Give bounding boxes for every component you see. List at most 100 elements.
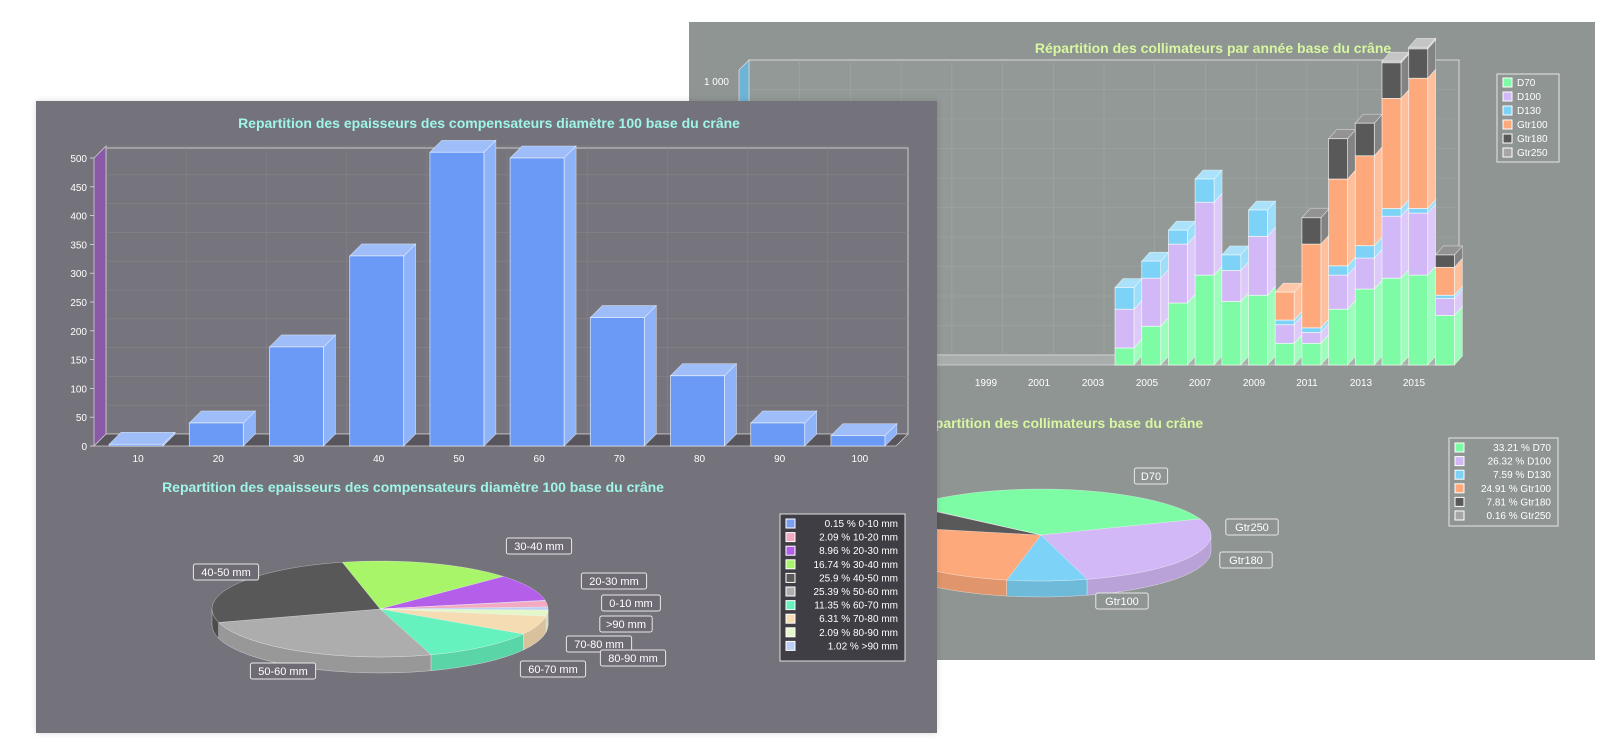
- pie-label-5-box: [565, 635, 633, 653]
- bar-60: [509, 157, 565, 447]
- bar-40-side: [403, 243, 417, 447]
- bar-100-top: [830, 423, 898, 436]
- bar-90: [750, 422, 806, 447]
- pie-label-1: Gtr250: [1235, 522, 1269, 534]
- y-tick-label: 350: [70, 240, 87, 251]
- pie-legend-swatch: [785, 600, 796, 611]
- bar-D100-2004: [1114, 308, 1135, 349]
- bar-10: [108, 443, 164, 447]
- bar-Gtr250-2014: [1381, 60, 1402, 64]
- bar-70-side: [643, 304, 657, 447]
- pie-label-6: 80-90 mm: [608, 653, 658, 665]
- pie-legend: 0.15 % 0-10 mm 2.09 % 10-20 mm 8.96 % 20-3…: [779, 513, 906, 662]
- y-tick-label: 100: [70, 384, 87, 395]
- pie-label-0: D70: [1141, 471, 1161, 483]
- bar-30: [269, 346, 324, 447]
- x-tick-label: 2011: [1296, 378, 1318, 389]
- bar-10-top: [108, 431, 176, 445]
- bar-D130-2013: [1354, 245, 1375, 259]
- x-tick-label: 2007: [1189, 378, 1212, 389]
- bar-D130-2015: [1408, 208, 1429, 214]
- pie-label-7: 60-70 mm: [528, 664, 578, 676]
- legend-swatch-D70: [1502, 77, 1513, 88]
- pie-label-6-box: [599, 649, 667, 667]
- pie-legend-swatch: [785, 627, 796, 638]
- bar-D130-2006: [1167, 229, 1188, 245]
- pie-legend-swatch: [785, 559, 796, 570]
- bar-Gtr100-2014: [1381, 98, 1402, 209]
- pie-legend-swatch: [1454, 483, 1465, 494]
- x-tick-label: 30: [293, 454, 305, 465]
- bar-D70-2007: [1194, 274, 1215, 366]
- bar-D70-2007-side: [1213, 265, 1223, 366]
- compensator-pie-slice-8: [218, 608, 432, 658]
- pie-legend-label: 26.32 % D100: [1488, 457, 1552, 468]
- bar-D70-2014: [1381, 277, 1402, 366]
- legend-swatch-D100: [1502, 91, 1513, 102]
- x-tick-label: 100: [852, 454, 869, 465]
- legend-swatch-Gtr100: [1502, 119, 1513, 130]
- bar-20: [188, 422, 244, 447]
- bar-D70-2012: [1328, 308, 1348, 366]
- bar-D70-2011: [1301, 342, 1322, 366]
- pie-legend-label: 1.02 % >90 mm: [828, 641, 898, 652]
- x-tick-label: 2009: [1243, 378, 1266, 389]
- bar-D70-2004: [1114, 347, 1135, 366]
- x-tick-label: 40: [373, 454, 385, 465]
- bar-D100-2016: [1435, 297, 1455, 316]
- pie-legend-swatch: [785, 613, 796, 624]
- y-tick-label: 1 000: [704, 77, 729, 88]
- bar-30-top: [268, 334, 337, 348]
- bar-D70-2006: [1167, 302, 1188, 366]
- legend-swatch-D130: [1502, 105, 1513, 116]
- bar-Gtr100-2011: [1301, 243, 1322, 329]
- y-tick-label: 400: [70, 212, 87, 223]
- bar-D70-2016: [1435, 314, 1455, 366]
- pie-legend-swatch: [785, 532, 796, 543]
- pie-legend-label: 11.35 % 60-70 mm: [814, 601, 898, 612]
- bar-chart-title: Répartition des collimateurs par année b…: [1035, 40, 1392, 56]
- x-tick-label: 70: [614, 454, 626, 465]
- bar-D70-2008-side: [1240, 291, 1250, 366]
- bar-40-top: [348, 243, 417, 257]
- pie-legend-swatch: [785, 545, 796, 556]
- y-tick-label: 300: [70, 269, 87, 280]
- bar-80-side: [724, 363, 737, 447]
- legend-label: Gtr100: [1517, 120, 1548, 131]
- y-tick-label: 450: [70, 183, 87, 194]
- bar-D100-2005-side: [1160, 268, 1170, 328]
- pie-label-2-box: [580, 572, 648, 590]
- pie-legend-label: 25.39 % 50-60 mm: [814, 587, 899, 598]
- bar-D100-2010: [1274, 324, 1295, 344]
- bar-Gtr100-2015: [1408, 77, 1429, 209]
- pie-label-2-box: [1219, 551, 1273, 569]
- bar-Gtr250-2015: [1408, 46, 1429, 50]
- pie-legend-label: 2.09 % 80-90 mm: [819, 628, 898, 639]
- pie-label-2: 20-30 mm: [589, 576, 639, 588]
- collimator-pie-slice-1: [1040, 518, 1212, 580]
- pie-chart-title: Repartition des epaisseurs des compensat…: [162, 479, 664, 495]
- bar-D70-2009: [1248, 294, 1268, 366]
- bar-Gtr100-2010: [1274, 291, 1295, 321]
- x-tick-label: 1999: [975, 378, 998, 389]
- bar-D70-2015: [1408, 274, 1429, 366]
- bar-D70-2016-side: [1454, 305, 1463, 366]
- bar-Gtr100-2014-side: [1400, 88, 1410, 210]
- compensator-pie-slice-7: [379, 608, 525, 656]
- bar-80: [670, 375, 725, 447]
- pie-legend-swatch: [1454, 456, 1465, 467]
- pie-legend-label: 0.15 % 0-10 mm: [825, 519, 898, 530]
- bar-D100-2009: [1248, 235, 1268, 296]
- bar-20-top: [188, 410, 257, 424]
- bar-D100-2008: [1221, 270, 1242, 302]
- pie-legend-swatch: [785, 572, 796, 583]
- collimator-pie: [870, 488, 1212, 598]
- bar-80-top: [669, 363, 738, 377]
- legend-label: D70: [1517, 78, 1536, 89]
- y-tick-label: 250: [70, 298, 87, 309]
- bar-D70-2006-side: [1187, 293, 1196, 366]
- legend-label: D130: [1517, 106, 1541, 117]
- x-tick-label: 2013: [1350, 378, 1373, 389]
- pie-legend-label: 6.31 % 70-80 mm: [819, 614, 898, 625]
- bar-Gtr100-2016: [1435, 266, 1455, 296]
